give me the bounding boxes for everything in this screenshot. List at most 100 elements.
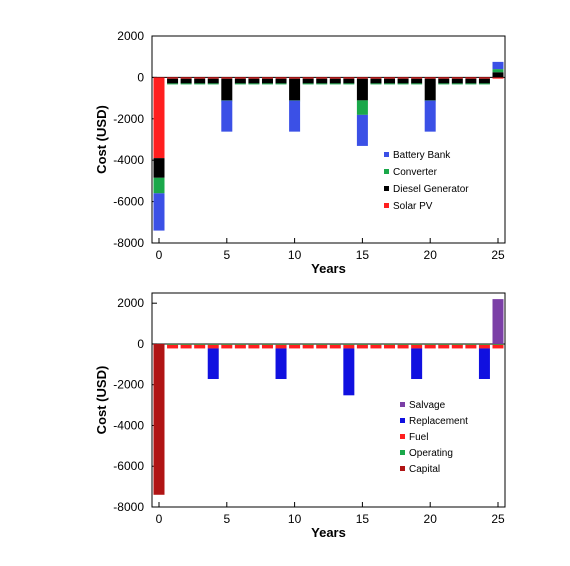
- bar-fuel-year-21: [438, 344, 450, 349]
- bar-replacement-year-24: [478, 348, 490, 380]
- bar-converter-year-21: [438, 83, 450, 85]
- bar-solar-pv-year-7: [248, 77, 260, 79]
- bar-converter-year-3: [194, 83, 206, 85]
- bar-converter-year-24: [478, 83, 490, 85]
- y-tick-label: 0: [137, 337, 144, 351]
- bar-converter-year-2: [180, 83, 192, 85]
- bar-operating-year-20: [424, 343, 436, 345]
- bar-replacement-year-4: [207, 348, 219, 380]
- plot-frame: [151, 35, 506, 244]
- bar-converter-year-12: [316, 83, 328, 85]
- bar-converter-year-0: [153, 177, 165, 194]
- x-tick-label: 10: [288, 512, 302, 526]
- bar-fuel-year-22: [451, 344, 463, 349]
- legend-swatch: [400, 450, 405, 455]
- bar-battery-bank-year-25: [492, 61, 504, 70]
- bar-solar-pv-year-18: [397, 77, 409, 79]
- bar-diesel-generator-year-16: [370, 78, 382, 84]
- y-tick-label: 2000: [117, 296, 144, 310]
- bar-converter-year-13: [329, 83, 341, 85]
- bar-diesel-generator-year-24: [478, 78, 490, 84]
- x-axis-title: Years: [311, 261, 346, 276]
- legend-label: Converter: [393, 167, 438, 178]
- bar-converter-year-11: [302, 83, 314, 85]
- bar-operating-year-1: [167, 343, 179, 345]
- bar-diesel-generator-year-4: [207, 78, 219, 84]
- bar-solar-pv-year-9: [275, 77, 287, 79]
- legend-swatch: [400, 434, 405, 439]
- bar-operating-year-13: [329, 343, 341, 345]
- bar-operating-year-17: [384, 343, 396, 345]
- y-tick-label: 2000: [117, 29, 144, 43]
- y-tick-label: -4000: [113, 153, 144, 167]
- x-tick-label: 5: [223, 512, 230, 526]
- bar-battery-bank-year-10: [289, 100, 301, 132]
- bar-operating-year-4: [207, 343, 219, 345]
- bar-operating-year-16: [370, 343, 382, 345]
- legend-label: Fuel: [409, 432, 428, 443]
- bar-fuel-year-13: [329, 344, 341, 349]
- legend: Battery Bank Converter Diesel Generator Sol…: [384, 150, 469, 212]
- bar-battery-bank-year-0: [153, 193, 165, 231]
- bar-operating-year-24: [478, 343, 490, 345]
- bar-diesel-generator-year-22: [451, 78, 463, 84]
- x-tick-label: 15: [356, 248, 370, 262]
- legend-label: Capital: [409, 464, 440, 475]
- legend-swatch: [384, 186, 389, 191]
- bar-operating-year-21: [438, 343, 450, 345]
- y-tick-label: -2000: [113, 112, 144, 126]
- bar-operating-year-22: [451, 343, 463, 345]
- legend: Salvage Replacement Fuel Operating Capital: [400, 400, 468, 475]
- bar-diesel-generator-year-23: [465, 78, 477, 84]
- bar-solar-pv-year-11: [302, 77, 314, 79]
- bar-diesel-generator-year-3: [194, 78, 206, 84]
- bar-converter-year-17: [384, 83, 396, 85]
- bar-diesel-generator-year-7: [248, 78, 260, 84]
- bar-converter-year-25: [492, 69, 504, 73]
- bar-converter-year-22: [451, 83, 463, 85]
- bar-replacement-year-14: [343, 348, 355, 396]
- bar-solar-pv-year-14: [343, 77, 355, 79]
- legend-label: Operating: [409, 448, 453, 459]
- bar-fuel-year-25: [492, 344, 504, 349]
- bar-replacement-year-19: [411, 348, 423, 380]
- x-tick-label: 25: [491, 248, 505, 262]
- bar-operating-year-2: [180, 343, 192, 345]
- bar-operating-year-18: [397, 343, 409, 345]
- bar-solar-pv-year-23: [465, 77, 477, 79]
- bar-operating-year-9: [275, 343, 287, 345]
- bar-operating-year-7: [248, 343, 260, 345]
- bar-fuel-year-15: [356, 344, 368, 349]
- bar-fuel-year-1: [167, 344, 179, 349]
- bar-converter-year-9: [275, 83, 287, 85]
- bar-operating-year-3: [194, 343, 206, 345]
- bar-solar-pv-year-19: [411, 77, 423, 79]
- bar-solar-pv-year-21: [438, 77, 450, 79]
- bar-fuel-year-24: [478, 344, 490, 349]
- bar-diesel-generator-year-21: [438, 78, 450, 84]
- bar-solar-pv-year-2: [180, 77, 192, 79]
- bar-solar-pv-year-0: [153, 77, 165, 159]
- bar-operating-year-5: [221, 343, 233, 345]
- bar-diesel-generator-year-20: [424, 78, 436, 101]
- y-tick-label: -2000: [113, 378, 144, 392]
- legend-label: Solar PV: [393, 201, 433, 212]
- bar-fuel-year-8: [261, 344, 273, 349]
- bar-operating-year-10: [289, 343, 301, 345]
- bar-diesel-generator-year-12: [316, 78, 328, 84]
- bar-diesel-generator-year-1: [167, 78, 179, 84]
- bar-fuel-year-4: [207, 344, 219, 349]
- bar-diesel-generator-year-9: [275, 78, 287, 84]
- bar-fuel-year-12: [316, 344, 328, 349]
- y-tick-label: -6000: [113, 195, 144, 209]
- bar-solar-pv-year-10: [289, 77, 301, 79]
- legend-swatch: [400, 402, 405, 407]
- bar-operating-year-14: [343, 343, 355, 345]
- bar-fuel-year-16: [370, 344, 382, 349]
- bar-solar-pv-year-6: [234, 77, 246, 79]
- bar-solar-pv-year-1: [167, 77, 179, 79]
- y-tick-label: -8000: [113, 500, 144, 514]
- x-tick-label: 5: [223, 248, 230, 262]
- bar-diesel-generator-year-10: [289, 78, 301, 101]
- x-tick-label: 0: [156, 512, 163, 526]
